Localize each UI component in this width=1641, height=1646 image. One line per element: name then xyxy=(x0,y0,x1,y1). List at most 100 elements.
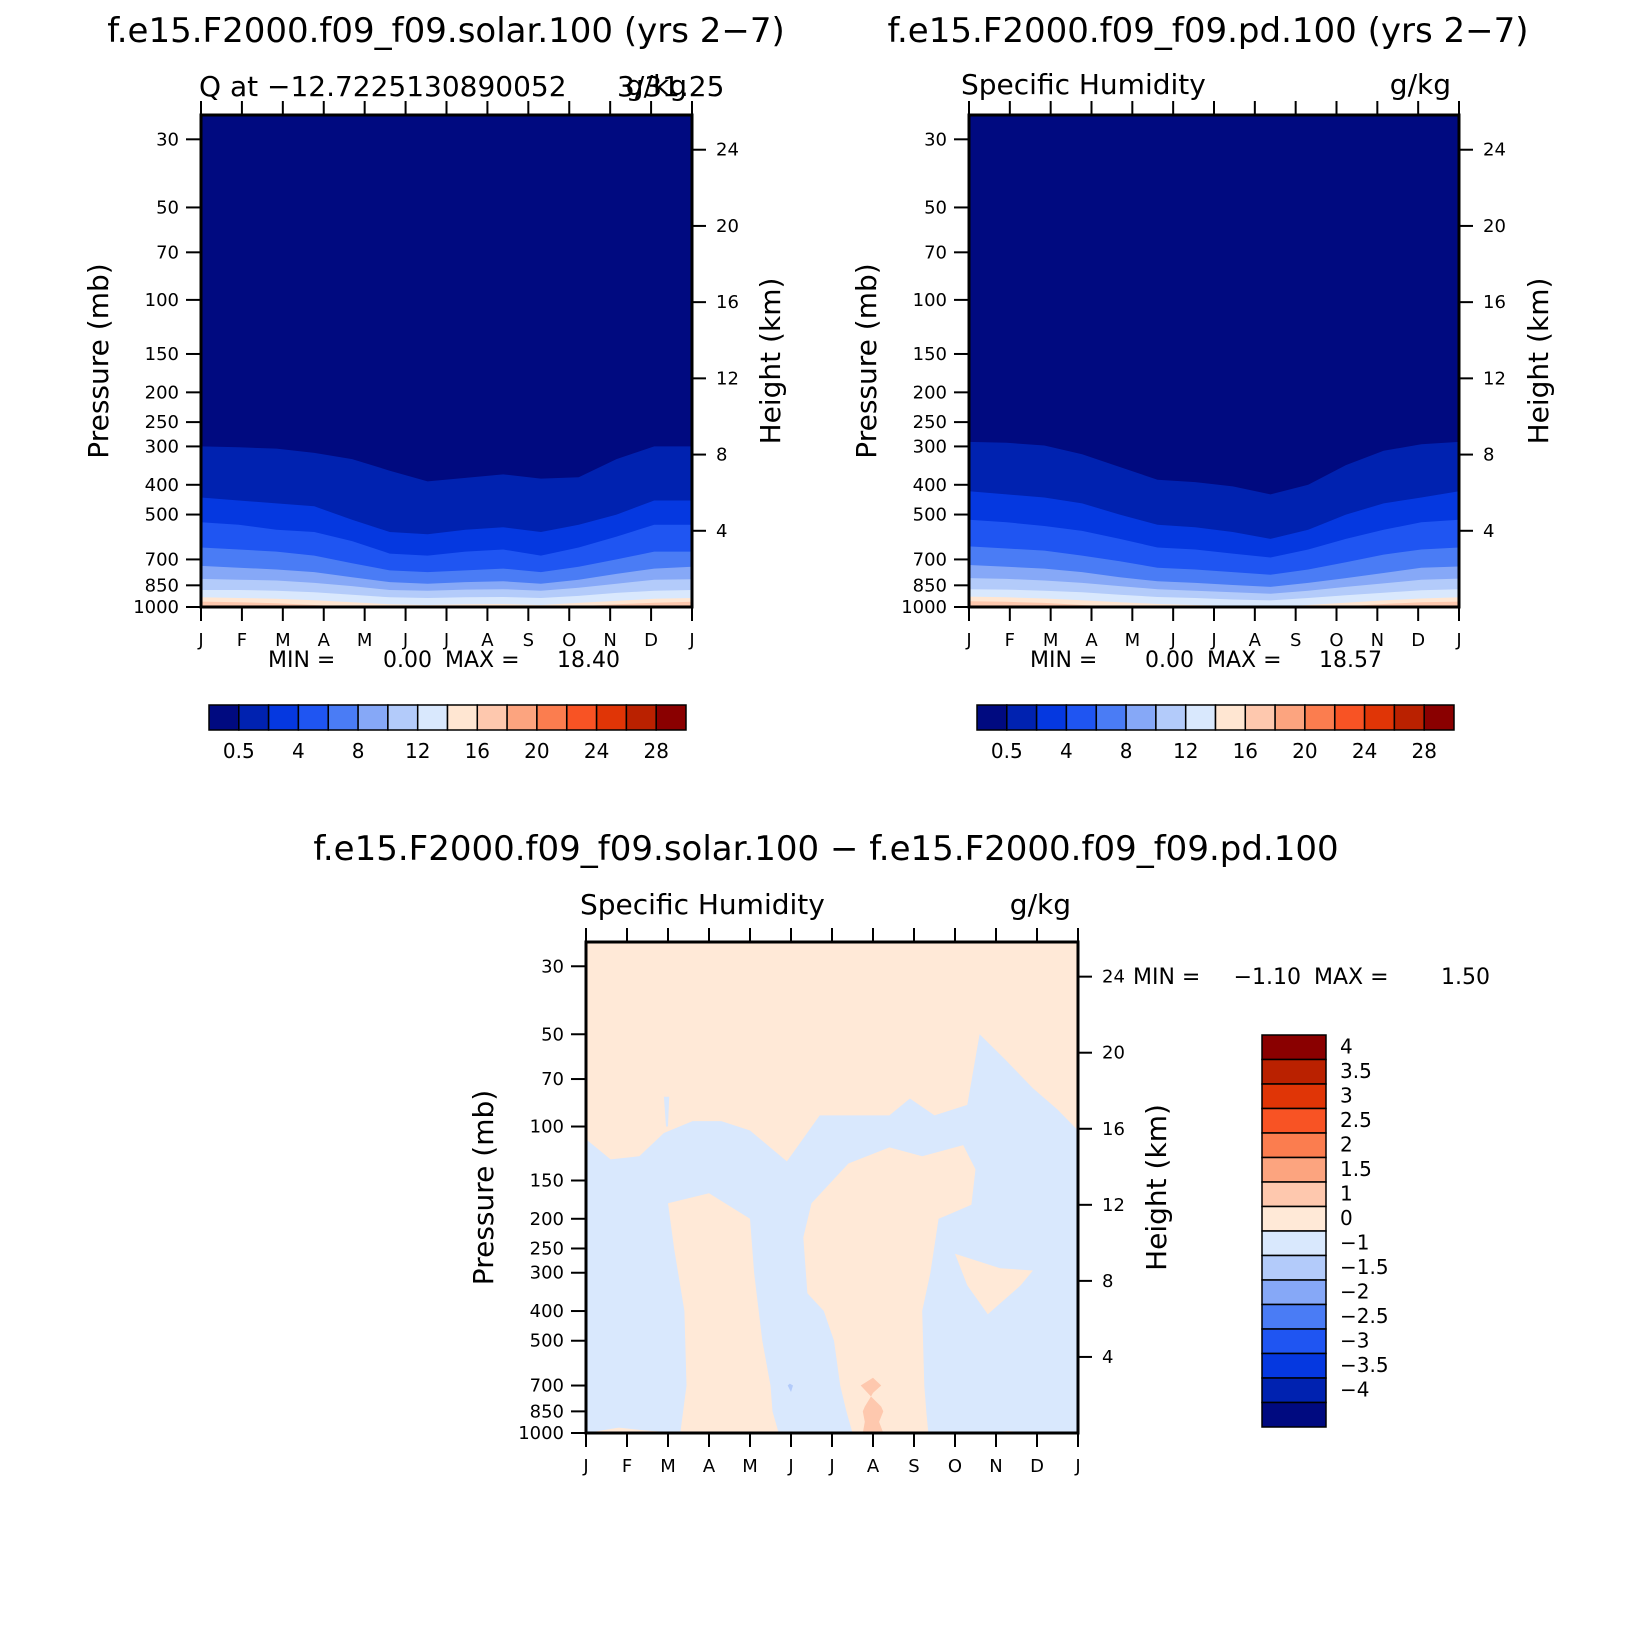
pressure-axis-title: Pressure (mb) xyxy=(467,1090,500,1285)
colorbar-label: 2.5 xyxy=(1340,1108,1372,1132)
month-tick-label: M xyxy=(357,630,373,651)
colorbar-box xyxy=(1261,1230,1327,1257)
colorbar-box xyxy=(1261,1156,1327,1183)
pressure-tick-label: 500 xyxy=(530,1331,564,1352)
height-tick-label: 4 xyxy=(1102,1347,1113,1368)
pressure-tick-label: 150 xyxy=(530,1170,564,1191)
contour-region xyxy=(860,1377,884,1433)
colorbar-box xyxy=(655,704,687,731)
panel-difference: f.e15.F2000.f09_f09.solar.100 − f.e15.F2… xyxy=(313,829,1490,1477)
colorbar-label: 0 xyxy=(1340,1206,1353,1230)
pressure-tick-label: 700 xyxy=(913,549,947,570)
stat-min-label: MIN = xyxy=(1133,965,1200,990)
colorbar-box xyxy=(1155,704,1187,731)
height-tick-label: 12 xyxy=(1483,368,1506,389)
colorbar-label: 12 xyxy=(1173,739,1198,763)
pressure-tick-label: 250 xyxy=(145,412,179,433)
month-tick-label: F xyxy=(622,1456,632,1477)
colorbar-label: −1.5 xyxy=(1340,1255,1389,1279)
pressure-tick-label: 300 xyxy=(145,436,179,457)
panel-left-label: Specific Humidity xyxy=(961,68,1206,101)
month-tick-label: J xyxy=(965,630,971,651)
month-tick-label: J xyxy=(1170,630,1176,651)
height-tick-label: 16 xyxy=(716,292,739,313)
month-tick-label: J xyxy=(582,1456,588,1477)
pressure-axis-title: Pressure (mb) xyxy=(82,263,115,458)
colorbar-label: 20 xyxy=(524,739,549,763)
month-tick-label: S xyxy=(1290,630,1301,651)
colorbar-label: −1 xyxy=(1340,1231,1369,1255)
colorbar-label: 28 xyxy=(1411,739,1436,763)
pressure-tick-label: 850 xyxy=(530,1401,564,1422)
month-tick-label: O xyxy=(562,630,576,651)
colorbar-box xyxy=(1261,1034,1327,1061)
height-axis-title: Height (km) xyxy=(1140,1104,1173,1271)
month-tick-label: J xyxy=(1074,1456,1080,1477)
colorbar-box xyxy=(1184,704,1217,731)
colorbar-label: 4 xyxy=(292,739,305,763)
pressure-tick-label: 400 xyxy=(530,1301,564,1322)
contour-fill xyxy=(969,115,1459,607)
contour-fill xyxy=(586,942,1078,1433)
colorbar-label: 16 xyxy=(1233,739,1258,763)
height-tick-label: 20 xyxy=(1483,216,1506,237)
colorbar-label: 3.5 xyxy=(1340,1059,1372,1083)
pressure-tick-label: 1000 xyxy=(901,597,947,618)
contour-fill xyxy=(201,115,692,607)
month-tick-label: S xyxy=(908,1456,919,1477)
colorbar-label: −3 xyxy=(1340,1329,1369,1353)
colorbar-label: 24 xyxy=(584,739,609,763)
colorbar-label: 3 xyxy=(1340,1084,1353,1108)
stat-max-label: MAX = xyxy=(1314,965,1389,990)
pressure-tick-label: 50 xyxy=(156,197,179,218)
month-tick-label: A xyxy=(1249,630,1262,651)
month-tick-label: D xyxy=(644,630,658,651)
month-tick-label: J xyxy=(688,630,694,651)
colorbar-box xyxy=(416,704,449,731)
month-tick-label: O xyxy=(1329,630,1343,651)
month-tick-label: J xyxy=(402,630,408,651)
colorbar-box xyxy=(1244,704,1276,731)
pressure-tick-label: 200 xyxy=(145,382,179,403)
contour-band xyxy=(969,596,1459,607)
pressure-tick-label: 70 xyxy=(924,242,947,263)
colorbar-box xyxy=(976,704,1008,731)
height-axis-title: Height (km) xyxy=(1522,278,1555,445)
colorbar-box xyxy=(357,704,389,731)
panel-title: f.e15.F2000.f09_f09.solar.100 (yrs 2−7) xyxy=(107,11,785,51)
pressure-tick-label: 100 xyxy=(530,1117,564,1138)
panel-units-label: g/kg xyxy=(1390,68,1451,101)
panel-title: f.e15.F2000.f09_f09.solar.100 − f.e15.F2… xyxy=(313,829,1338,869)
contour-region xyxy=(803,1145,976,1433)
height-tick-label: 20 xyxy=(716,216,739,237)
pressure-tick-label: 200 xyxy=(530,1209,564,1230)
colorbar-label: 0.5 xyxy=(991,739,1023,763)
pressure-tick-label: 30 xyxy=(541,956,564,977)
pressure-tick-label: 1000 xyxy=(133,597,179,618)
colorbar-box xyxy=(1261,1083,1327,1110)
colorbar-box xyxy=(1125,704,1157,731)
pressure-tick-label: 500 xyxy=(145,505,179,526)
colorbar-box xyxy=(1261,1401,1327,1428)
stat-max-value: 18.40 xyxy=(557,648,620,673)
pressure-tick-label: 700 xyxy=(530,1376,564,1397)
contour-region xyxy=(955,1253,1033,1315)
colorbar: 43.532.521.510−1−1.5−2−2.5−3−3.5−4 xyxy=(1261,1034,1389,1428)
pressure-tick-label: 100 xyxy=(145,290,179,311)
month-tick-label: A xyxy=(318,630,331,651)
colorbar-box xyxy=(1274,704,1306,731)
colorbar-box xyxy=(536,704,568,731)
pressure-tick-label: 70 xyxy=(156,242,179,263)
stat-min-value: −1.10 xyxy=(1234,965,1301,990)
height-tick-label: 8 xyxy=(716,445,727,466)
colorbar-box xyxy=(1261,1377,1327,1404)
colorbar-label: 0.5 xyxy=(223,739,255,763)
colorbar-box xyxy=(238,704,270,731)
height-tick-label: 24 xyxy=(1483,140,1506,161)
colorbar-box xyxy=(1261,1132,1327,1159)
pressure-tick-label: 250 xyxy=(530,1238,564,1259)
colorbar-box xyxy=(1095,704,1127,731)
colorbar-label: 20 xyxy=(1292,739,1317,763)
contour-region xyxy=(955,1340,959,1349)
colorbar-box xyxy=(1065,704,1097,731)
